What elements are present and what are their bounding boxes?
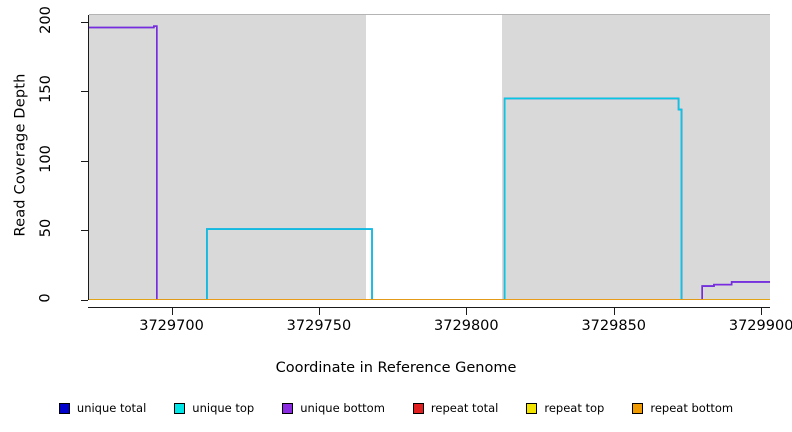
legend-item[interactable]: unique total (58, 401, 147, 415)
x-tick-label: 3729900 (728, 318, 792, 334)
y-axis-line (88, 15, 89, 300)
legend-item[interactable]: unique top (174, 401, 254, 415)
legend-item[interactable]: repeat bottom (632, 401, 733, 415)
legend-color-swatch (412, 402, 424, 414)
x-tick-mark (171, 308, 173, 315)
x-tick-mark (318, 308, 320, 315)
legend-label: unique top (192, 401, 255, 415)
y-tick-label: 0 (37, 293, 54, 303)
shaded-region (89, 15, 367, 300)
y-tick-mark (81, 300, 88, 301)
legend-item[interactable]: repeat total (412, 401, 499, 415)
legend-color-swatch (174, 402, 186, 414)
series-line (89, 25, 770, 300)
y-tick-mark (81, 91, 88, 93)
x-tick-label: 3729850 (581, 318, 647, 334)
y-tick-label: 200 (38, 6, 54, 34)
legend-color-swatch (282, 402, 294, 414)
x-tick-mark (613, 308, 615, 315)
legend-item[interactable]: unique bottom (282, 401, 385, 415)
x-tick-label: 3729800 (434, 318, 499, 334)
x-tick-mark (761, 308, 763, 315)
series-line (89, 97, 770, 300)
legend-label: repeat bottom (650, 401, 734, 415)
legend-color-swatch (526, 402, 538, 414)
plot-top-border (89, 14, 770, 15)
x-axis-title: Coordinate in Reference Genome (275, 360, 517, 376)
chart-legend: unique total unique top unique bottom repea… (0, 398, 792, 418)
plot-area (89, 15, 770, 300)
legend-label: repeat top (544, 401, 605, 415)
legend-label: unique bottom (300, 401, 385, 415)
legend-label: repeat total (430, 401, 499, 415)
y-tick-mark (81, 230, 88, 232)
y-tick-mark (81, 21, 88, 23)
legend-label: unique total (76, 401, 147, 415)
y-tick-label: 50 (37, 219, 54, 238)
x-tick-label: 3729750 (286, 318, 352, 334)
legend-item[interactable]: repeat top (526, 401, 604, 415)
y-tick-mark (81, 160, 88, 162)
series-lines (89, 25, 770, 300)
y-tick-label: 150 (38, 75, 54, 104)
x-tick-label: 3729700 (139, 318, 204, 334)
legend-color-swatch (632, 402, 644, 414)
x-tick-mark (466, 308, 468, 315)
y-tick-label: 100 (38, 145, 54, 173)
legend-color-swatch (58, 402, 70, 414)
shaded-region (501, 15, 770, 300)
x-axis-line (88, 307, 770, 308)
series-line (89, 25, 770, 300)
